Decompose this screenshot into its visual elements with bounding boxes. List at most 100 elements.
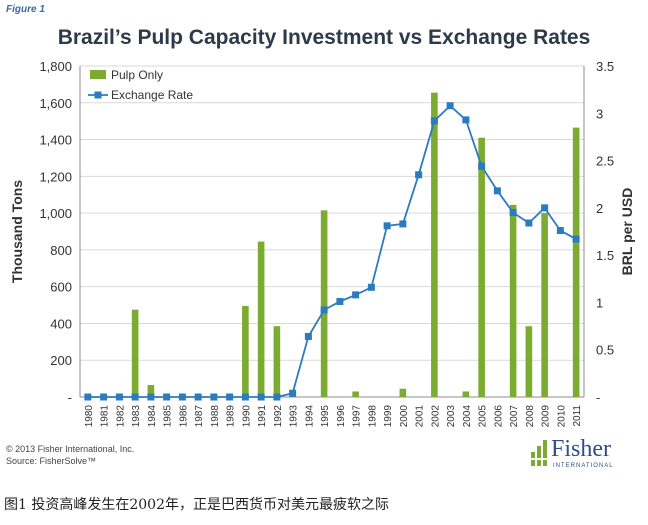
chart-title: Brazil’s Pulp Capacity Investment vs Exc… — [57, 26, 591, 49]
x-tick-label: 1984 — [147, 405, 158, 428]
x-tick-label: 1980 — [84, 405, 95, 428]
exchange-rate-point — [572, 235, 580, 243]
y-tick-label: 1,400 — [39, 133, 72, 148]
exchange-rate-point — [163, 393, 171, 401]
exchange-rate-line — [87, 104, 577, 398]
fisher-logo-mark-icon — [529, 440, 549, 466]
bar — [431, 92, 438, 398]
exchange-rate-point — [178, 393, 186, 401]
y-tick-label: - — [68, 390, 72, 405]
logo-name: Fisher — [551, 436, 611, 462]
legend-line-marker — [94, 91, 102, 99]
source-text: Source: FisherSolve™ — [6, 456, 97, 466]
exchange-rate-point — [446, 102, 454, 110]
bar — [352, 391, 359, 397]
exchange-rate-point — [115, 393, 123, 401]
y2-tick-label: 2.5 — [596, 154, 614, 169]
exchange-rate-point — [525, 219, 533, 227]
y2-tick-label: - — [596, 390, 600, 405]
bar — [147, 385, 155, 397]
x-tick-label: 1994 — [304, 405, 315, 428]
x-tick-label: 1981 — [100, 405, 111, 428]
x-tick-label: 2000 — [399, 405, 410, 428]
exchange-rate-point — [509, 209, 517, 217]
x-tick-label: 1987 — [194, 405, 205, 428]
x-tick-label: 2007 — [509, 405, 520, 428]
exchange-rate-point — [478, 162, 486, 170]
exchange-rate-point — [556, 227, 564, 235]
x-tick-label: 1996 — [336, 405, 347, 428]
y2-tick-label: 2 — [596, 201, 603, 216]
y2-tick-label: 1.5 — [596, 248, 614, 263]
x-tick-label: 2011 — [572, 405, 583, 427]
caption-bar — [0, 480, 648, 525]
x-tick-label: 1985 — [163, 405, 174, 428]
exchange-rate-point — [415, 171, 423, 179]
bar — [541, 213, 548, 397]
x-tick-label: 1992 — [273, 405, 284, 428]
x-tick-label: 2002 — [430, 405, 441, 428]
logo-subtitle: INTERNATIONAL — [553, 463, 614, 469]
y2-tick-label: 0.5 — [596, 343, 614, 358]
fisher-logo: Fisher INTERNATIONAL — [529, 436, 629, 472]
x-tick-label: 2010 — [556, 405, 567, 428]
x-tick-label: 1988 — [210, 405, 221, 428]
figure-caption: 图1 投资高峰发生在2002年，正是巴西货币对美元最疲软之际 — [4, 497, 389, 513]
legend-bar-label: Pulp Only — [111, 68, 163, 82]
y-tick-label: 1,000 — [39, 206, 72, 221]
exchange-rate-point — [430, 117, 438, 125]
exchange-rate-point — [541, 204, 549, 212]
x-tick-label: 1990 — [241, 405, 252, 428]
exchange-rate-point — [352, 291, 360, 299]
legend-line-label: Exchange Rate — [111, 88, 193, 102]
exchange-rate-point — [367, 283, 375, 291]
bar — [478, 137, 485, 397]
x-tick-label: 2006 — [493, 405, 504, 428]
y-tick-label: 600 — [50, 280, 72, 295]
bar — [242, 305, 249, 397]
exchange-rate-point — [304, 332, 312, 340]
y2-axis-title: BRL per USD — [619, 188, 635, 276]
copyright-text: © 2013 Fisher International, Inc. — [6, 444, 135, 454]
chart: - 200 400 600 800 1,000 1,200 1,400 1,600 1,800 - 0… — [9, 59, 635, 428]
exchange-rate-point — [100, 393, 108, 401]
exchange-rate-point — [336, 297, 344, 305]
legend-bar-swatch — [90, 70, 106, 79]
y-tick-label: 1,800 — [39, 59, 72, 74]
x-tick-label: 2008 — [525, 405, 536, 428]
footer: © 2013 Fisher International, Inc. Source… — [6, 443, 134, 467]
bar — [320, 210, 328, 397]
x-tick-label: 1995 — [320, 405, 331, 428]
y2-tick-label: 3 — [596, 106, 603, 121]
y2-tick-label: 3.5 — [596, 59, 614, 74]
x-tick-label: 2005 — [478, 405, 489, 428]
exchange-rate-point — [241, 393, 249, 401]
x-tick-label: 2009 — [541, 405, 552, 428]
y-tick-label: 800 — [50, 243, 72, 258]
figure-label: Figure 1 — [6, 4, 45, 15]
exchange-rate-point — [84, 393, 92, 401]
y-tick-label: 200 — [50, 353, 72, 368]
exchange-rate-point — [194, 393, 202, 401]
exchange-rate-point — [383, 222, 391, 230]
x-tick-label: 2004 — [462, 405, 473, 428]
x-tick-label: 2003 — [446, 405, 457, 428]
x-tick-label: 1998 — [367, 405, 378, 428]
exchange-rate-point — [289, 389, 297, 397]
exchange-rate-point — [273, 393, 281, 401]
x-tick-label: 1993 — [289, 405, 300, 428]
bar — [525, 326, 533, 397]
y2-tick-label: 1 — [596, 295, 603, 310]
bar — [257, 241, 265, 397]
bar — [399, 388, 407, 397]
bar — [572, 127, 580, 397]
y-axis-title: Thousand Tons — [9, 180, 25, 283]
x-tick-label: 2001 — [415, 405, 426, 428]
y-tick-label: 400 — [50, 316, 72, 331]
x-tick-label: 1999 — [383, 405, 394, 428]
bar — [131, 309, 139, 397]
x-tick-label: 1986 — [178, 405, 189, 428]
x-tick-label: 1982 — [115, 405, 126, 428]
exchange-rate-point — [399, 220, 407, 228]
exchange-rate-point — [320, 306, 328, 314]
